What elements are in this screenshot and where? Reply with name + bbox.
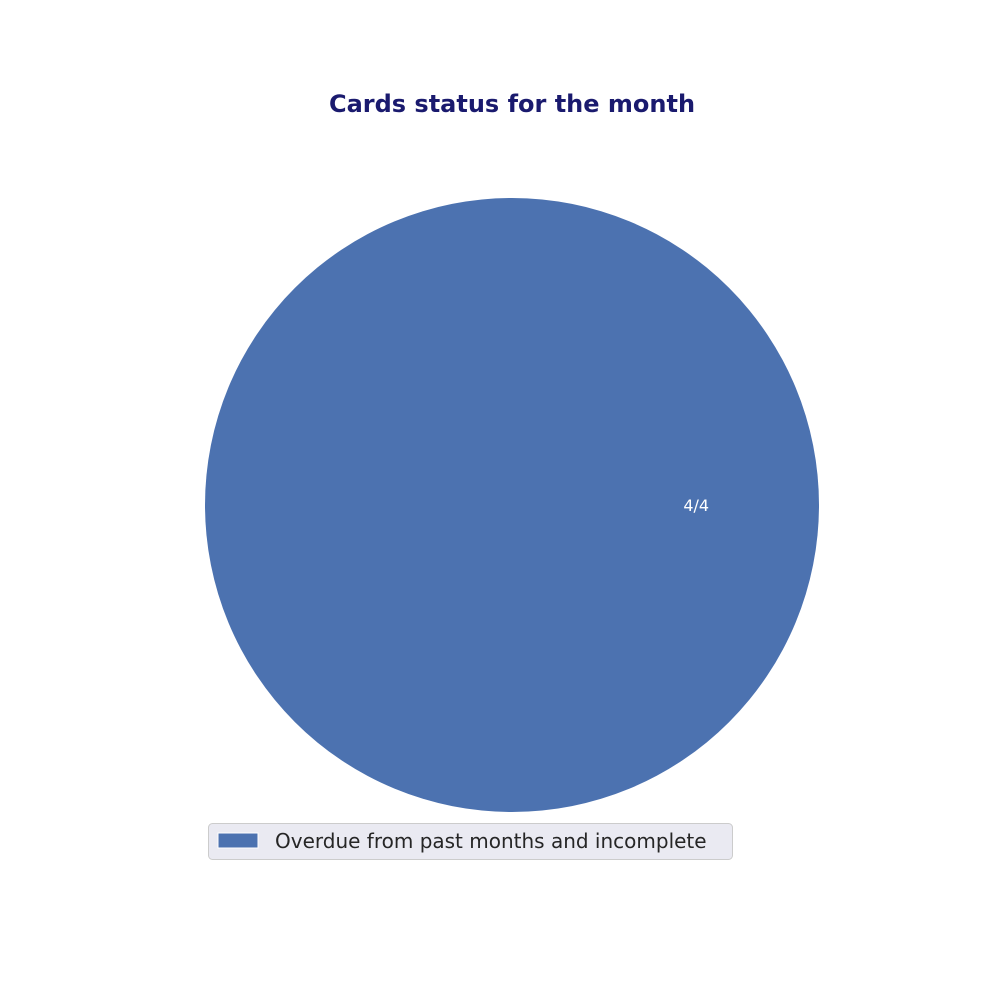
- legend: Overdue from past months and incomplete: [208, 823, 733, 860]
- chart-title: Cards status for the month: [329, 90, 695, 118]
- pie-slice-label-0: 4/4: [683, 496, 709, 515]
- legend-swatch: [217, 832, 259, 849]
- legend-entry-label: Overdue from past months and incomplete: [275, 829, 707, 853]
- legend-box: [208, 823, 733, 860]
- pie-slices: [205, 198, 819, 812]
- pie-slice-labels: 4/4: [683, 496, 709, 515]
- pie-slice-0: [205, 198, 819, 812]
